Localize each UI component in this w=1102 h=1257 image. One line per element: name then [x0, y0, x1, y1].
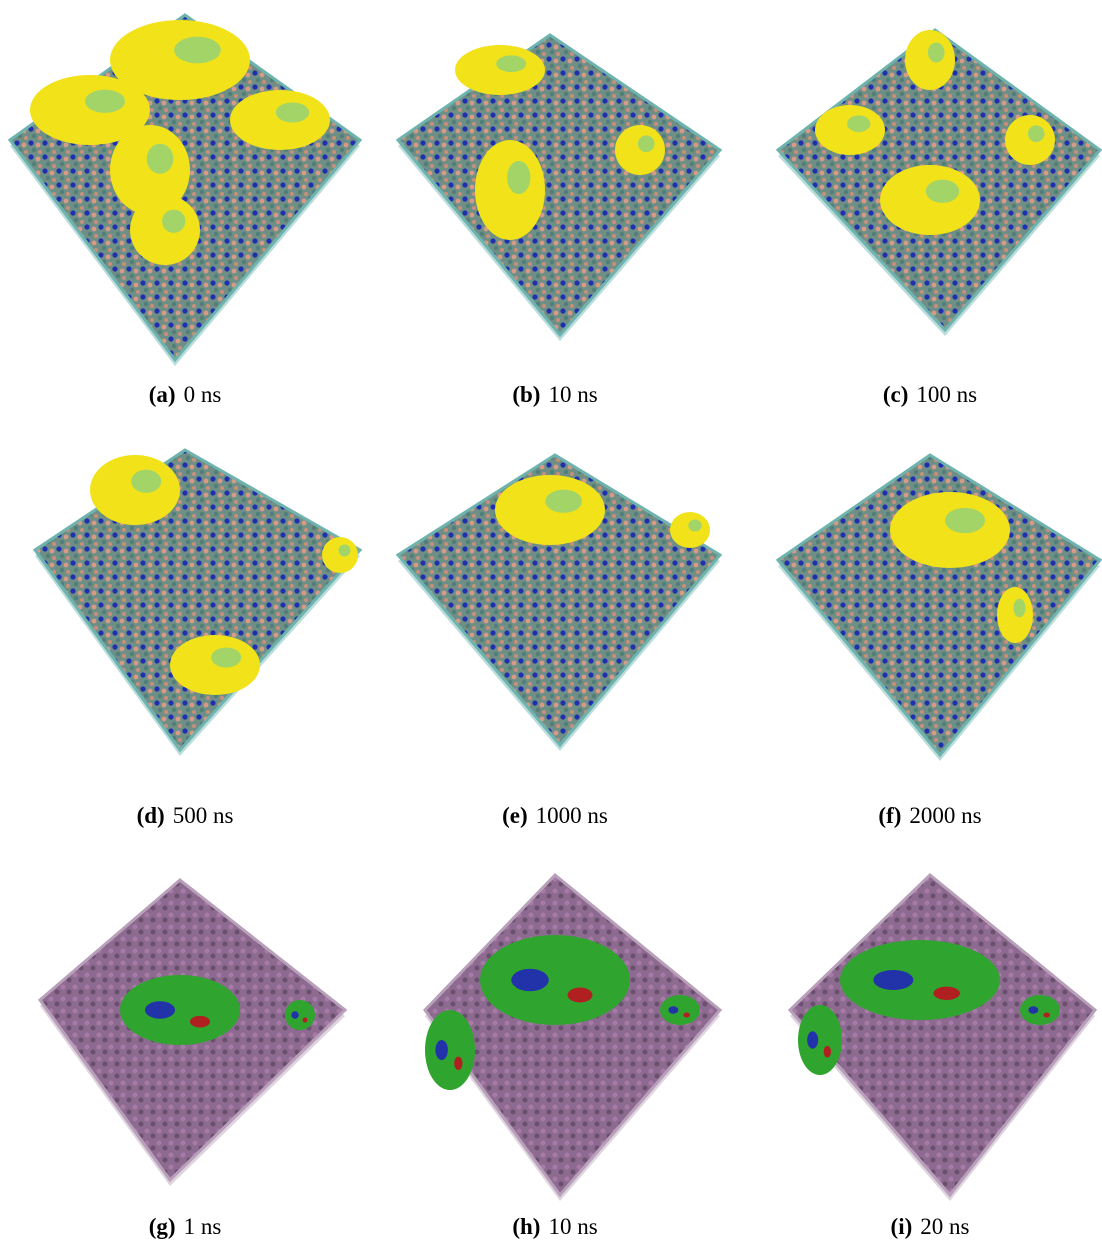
- protein-cluster: [120, 975, 240, 1045]
- lipid-cluster: [170, 635, 260, 695]
- panel-label: (a): [149, 382, 176, 407]
- protein-patch: [683, 1013, 690, 1018]
- protein-patch: [303, 1018, 308, 1023]
- protein-patch: [807, 1031, 818, 1049]
- panel-time: 500 ns: [173, 803, 234, 828]
- protein-patch: [190, 1016, 210, 1028]
- protein-cluster: [425, 1010, 475, 1090]
- lipid-cluster: [110, 20, 250, 100]
- lipid-patch: [162, 210, 185, 233]
- panel-label: (d): [137, 803, 165, 828]
- panel-caption: (e) 1000 ns: [502, 803, 608, 828]
- lipid-cluster: [495, 475, 605, 545]
- figure: (a) 0 ns (b) 10 ns (c) 100 ns (d) 500 ns (e) 1000…: [0, 0, 1102, 1257]
- lipid-cluster: [475, 140, 545, 240]
- molecular-structure: [35, 450, 360, 750]
- lipid-patch: [926, 180, 959, 203]
- panel-time: 2000 ns: [909, 803, 981, 828]
- protein-patch: [568, 988, 593, 1003]
- protein-cluster: [840, 940, 1000, 1020]
- artwork: [10, 15, 1100, 1201]
- lipid-patch: [131, 470, 161, 493]
- panel-caption: (c) 100 ns: [883, 382, 977, 407]
- lipid-patch: [545, 490, 582, 513]
- lipid-cluster: [615, 125, 665, 175]
- panel-caption: (b) 10 ns: [512, 382, 597, 407]
- panel-time: 100 ns: [916, 382, 977, 407]
- lipid-patch: [847, 115, 870, 132]
- lipid-patch: [928, 43, 945, 63]
- lipid-cluster: [455, 45, 545, 95]
- panel-label: (i): [891, 1214, 913, 1239]
- panel-time: 1000 ns: [536, 803, 608, 828]
- lipid-patch: [496, 55, 526, 72]
- protein-patch: [1028, 1006, 1038, 1014]
- panel-time: 0 ns: [184, 382, 222, 407]
- panel-label: (g): [149, 1214, 176, 1239]
- protein-patch: [824, 1046, 831, 1058]
- protein-patch: [511, 969, 549, 992]
- lipid-cluster: [997, 587, 1033, 643]
- lipid-cluster: [670, 512, 710, 548]
- lipid-patch: [945, 508, 985, 533]
- protein-cluster: [1020, 995, 1060, 1025]
- panel-label: (e): [502, 803, 528, 828]
- panel-label: (c): [883, 382, 909, 407]
- protein-patch: [668, 1006, 678, 1014]
- panel-caption: (g) 1 ns: [149, 1214, 222, 1239]
- lipid-patch: [1014, 599, 1026, 618]
- protein-cluster: [285, 1000, 315, 1030]
- protein-patch: [291, 1011, 299, 1019]
- lipid-cluster: [130, 195, 200, 265]
- panel-time: 20 ns: [920, 1214, 969, 1239]
- protein-patch: [933, 987, 960, 1000]
- lipid-patch: [638, 135, 655, 152]
- lipid-patch: [211, 648, 241, 668]
- panel-time: 10 ns: [548, 382, 597, 407]
- lipid-patch: [174, 37, 221, 64]
- lipid-patch: [1028, 125, 1045, 142]
- page: (a) 0 ns (b) 10 ns (c) 100 ns (d) 500 ns (e) 1000…: [0, 0, 1102, 1257]
- panel-caption: (f) 2000 ns: [878, 803, 981, 828]
- protein-cluster: [798, 1005, 842, 1075]
- lipid-patch: [147, 144, 174, 174]
- panel-label: (f): [878, 803, 901, 828]
- lipid-cluster: [890, 492, 1010, 568]
- protein-patch: [873, 970, 913, 990]
- protein-patch: [454, 1057, 462, 1070]
- panel-label: (b): [512, 382, 540, 407]
- lipid-cluster: [815, 105, 885, 155]
- panel-time: 1 ns: [184, 1214, 222, 1239]
- protein-patch: [435, 1040, 448, 1060]
- panel-caption: (a) 0 ns: [149, 382, 222, 407]
- panel-label: (h): [512, 1214, 540, 1239]
- panel-caption: (d) 500 ns: [137, 803, 234, 828]
- panel-time: 10 ns: [548, 1214, 597, 1239]
- lipid-patch: [339, 545, 351, 557]
- protein-patch: [145, 1001, 175, 1019]
- panel-caption: (i) 20 ns: [891, 1214, 970, 1239]
- molecular-structure: [398, 35, 720, 335]
- lipid-cluster: [905, 30, 955, 90]
- lipid-cluster: [322, 537, 358, 573]
- lipid-patch: [276, 103, 309, 123]
- protein-cluster: [480, 935, 630, 1025]
- lipid-cluster: [230, 90, 330, 150]
- lipid-cluster: [880, 165, 980, 235]
- panel-caption: (h) 10 ns: [512, 1214, 597, 1239]
- lipid-cluster: [1005, 115, 1055, 165]
- lipid-cluster: [90, 455, 180, 525]
- lipid-patch: [85, 90, 125, 113]
- protein-cluster: [660, 995, 700, 1025]
- protein-patch: [1043, 1013, 1050, 1018]
- lipid-patch: [507, 161, 530, 194]
- lipid-patch: [688, 520, 701, 532]
